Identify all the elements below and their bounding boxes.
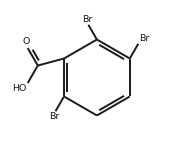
- Text: Br: Br: [82, 15, 93, 24]
- Text: Br: Br: [50, 113, 60, 122]
- Text: HO: HO: [13, 84, 27, 93]
- Text: O: O: [23, 37, 30, 46]
- Text: Br: Br: [139, 34, 149, 43]
